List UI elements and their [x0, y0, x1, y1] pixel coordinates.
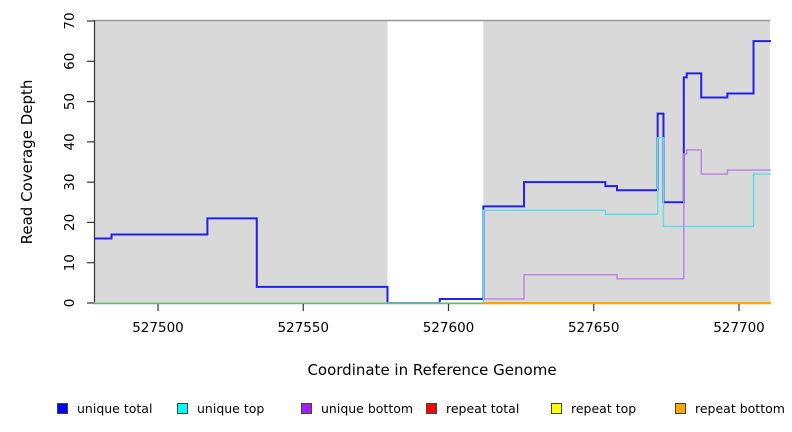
legend-item-repeat-bottom: repeat bottom — [675, 399, 785, 417]
legend-swatch-unique-bottom — [301, 402, 312, 414]
legend-label: unique total — [77, 400, 153, 416]
y-tick-label: 40 — [62, 133, 78, 150]
legend-item-unique-bottom: unique bottom — [301, 399, 413, 417]
y-tick-label: 20 — [62, 214, 78, 231]
legend-item-repeat-top: repeat top — [551, 399, 636, 417]
x-tick-label: 527700 — [713, 320, 765, 336]
legend-label: repeat total — [446, 400, 520, 416]
legend-swatch-unique-top — [177, 402, 188, 414]
legend-label: unique bottom — [321, 400, 414, 416]
legend-swatch-repeat-total — [426, 402, 437, 414]
y-tick-label: 0 — [62, 299, 78, 308]
x-tick-label: 527550 — [277, 320, 329, 336]
legend-item-unique-total: unique total — [57, 399, 152, 417]
y-tick-label: 70 — [62, 12, 78, 29]
y-tick-label: 30 — [62, 174, 78, 191]
legend-item-repeat-total: repeat total — [426, 399, 519, 417]
series-line-unique-bottom — [483, 149, 771, 300]
series-line-unique-total — [94, 40, 771, 304]
legend-label: repeat bottom — [695, 400, 785, 416]
y-axis-label: Read Coverage Depth — [18, 79, 36, 245]
x-tick-label: 527650 — [568, 320, 620, 336]
y-tick-label: 10 — [62, 254, 78, 271]
legend-label: repeat top — [571, 400, 637, 416]
legend: unique total unique top unique bottom repea… — [0, 399, 792, 423]
x-tick-label: 527600 — [423, 320, 475, 336]
legend-swatch-repeat-top — [551, 402, 562, 414]
legend-label: unique top — [197, 400, 265, 416]
legend-swatch-repeat-bottom — [675, 402, 686, 414]
masked-region — [387, 21, 484, 303]
legend-item-unique-top: unique top — [177, 399, 264, 417]
y-tick-label: 60 — [62, 53, 78, 70]
x-axis-label: Coordinate in Reference Genome — [307, 361, 557, 379]
legend-swatch-unique-total — [57, 402, 68, 414]
x-tick-label: 527500 — [132, 320, 184, 336]
series-line-unique-top — [482, 137, 771, 303]
y-tick-label: 50 — [62, 93, 78, 110]
